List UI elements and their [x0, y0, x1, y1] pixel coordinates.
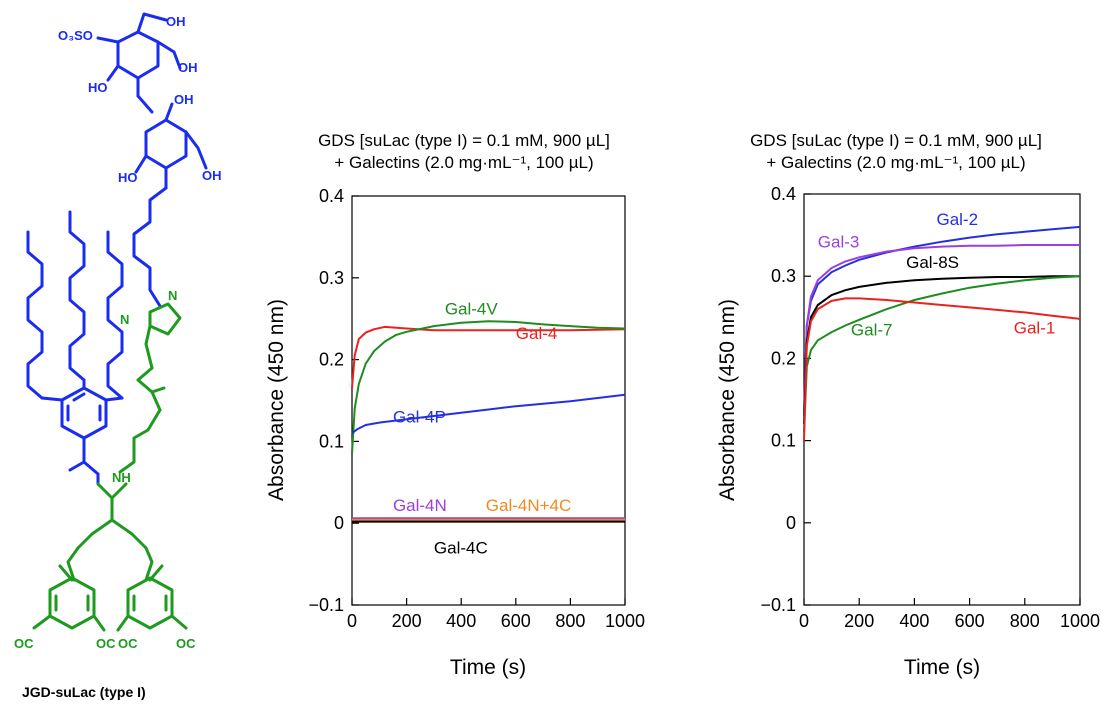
- series-label-gal-1: Gal-1: [1014, 319, 1056, 338]
- series-label-gal-7: Gal-7: [851, 320, 893, 339]
- series-line-gal-7: [803, 275, 1081, 433]
- chart1-series-labels: Gal-4 Gal-4V Gal-4P Gal-4N Gal-4N+4C Gal-4C: [393, 300, 571, 558]
- series-label-gal-3: Gal-3: [818, 232, 860, 251]
- chart1-title-line1: GDS [suLac (type I) = 0.1 mM, 900 µL]: [318, 131, 610, 150]
- y-tick-label: 0.4: [319, 186, 344, 206]
- x-tick-label: 1000: [1060, 611, 1100, 631]
- triazole-n-label-2: N: [168, 288, 177, 303]
- ho-label-1: HO: [88, 80, 108, 95]
- y-tick-label: 0.3: [319, 268, 344, 288]
- y-tick-label: −0.1: [760, 595, 796, 615]
- nh-label: NH: [112, 470, 131, 485]
- chart1-title-line2: + Galectins (2.0 mg·mL⁻¹, 100 µL): [334, 153, 593, 172]
- chart-galectin-family: GDS [suLac (type I) = 0.1 mM, 900 µL] + …: [716, 131, 1100, 679]
- x-tick-label: 200: [844, 611, 874, 631]
- series-line-gal-1: [803, 297, 1081, 441]
- molecule-structure: O₃SO OH OH HO OH OH HO N N NH OC OC OC O…: [14, 12, 222, 700]
- x-tick-label: 200: [392, 611, 422, 631]
- y-tick-label: 0.4: [771, 184, 796, 204]
- x-tick-label: 0: [347, 611, 357, 631]
- y-tick-label: 0: [334, 513, 344, 533]
- oh-label-4: OH: [202, 168, 222, 183]
- series-label-gal-4: Gal-4: [516, 324, 558, 343]
- series-label-gal-2: Gal-2: [936, 210, 978, 229]
- oh-label-1: OH: [166, 14, 186, 29]
- chart2-x-axis-label: Time (s): [904, 656, 980, 679]
- series-line-gal-3: [803, 244, 1080, 416]
- series-label-gal-4c: Gal-4C: [434, 538, 488, 557]
- series-label-gal-4p: Gal-4P: [393, 408, 446, 427]
- alkoxy-label-3: OC: [118, 636, 138, 651]
- chart1-x-axis-label: Time (s): [450, 656, 526, 679]
- series-label-gal-8s: Gal-8S: [906, 253, 959, 272]
- chart2-y-axis-label: Absorbance (450 nm): [716, 299, 739, 501]
- series-line-gal-8s: [803, 275, 1080, 425]
- chart2-ticks: 0 200 400 600 800 1000−0.100.10.20.30.4: [760, 184, 1100, 631]
- x-tick-label: 600: [501, 611, 531, 631]
- sugar-moiety: [26, 12, 208, 486]
- x-tick-label: 1000: [605, 611, 645, 631]
- chart1-plot-frame: [351, 195, 626, 606]
- chart-galectin-4-variants: GDS [suLac (type I) = 0.1 mM, 900 µL] + …: [265, 131, 645, 679]
- chart1-y-axis-label: Absorbance (450 nm): [265, 299, 288, 501]
- y-tick-label: 0.2: [319, 350, 344, 370]
- series-label-gal-4n-4c: Gal-4N+4C: [486, 496, 572, 515]
- x-tick-label: 400: [446, 611, 476, 631]
- x-tick-label: 400: [899, 611, 929, 631]
- linker-moiety: [32, 302, 188, 632]
- chart1-ticks: 0 200 400 600 800 1000−0.100.10.20.30.4: [308, 186, 645, 631]
- oh-label-2: OH: [178, 60, 198, 75]
- y-tick-label: −0.1: [308, 595, 344, 615]
- sugar-labels: O₃SO OH OH HO OH OH HO: [58, 14, 222, 185]
- triazole-n-label-1: N: [120, 312, 129, 327]
- alkoxy-label-2: OC: [96, 636, 116, 651]
- ho-label-2: HO: [118, 170, 138, 185]
- linker-labels: N N NH OC OC OC OC: [14, 288, 196, 651]
- y-tick-label: 0: [786, 513, 796, 533]
- x-tick-label: 0: [799, 611, 809, 631]
- oh-label-3: OH: [174, 92, 194, 107]
- chart2-title-line2: + Galectins (2.0 mg·mL⁻¹, 100 µL): [766, 153, 1025, 172]
- y-tick-label: 0.3: [771, 266, 796, 286]
- sulfate-label: O₃SO: [58, 28, 93, 43]
- y-tick-label: 0.1: [319, 431, 344, 451]
- chart2-series: [803, 225, 1081, 441]
- chart2-title-line1: GDS [suLac (type I) = 0.1 mM, 900 µL]: [750, 131, 1042, 150]
- x-tick-label: 600: [955, 611, 985, 631]
- series-line-gal-4p: [351, 393, 626, 435]
- x-tick-label: 800: [555, 611, 585, 631]
- chart1-series: [351, 320, 626, 523]
- series-line-gal-4v: [351, 320, 626, 454]
- alkoxy-label-1: OC: [14, 636, 34, 651]
- y-tick-label: 0.1: [771, 431, 796, 451]
- chart2-series-labels: Gal-2 Gal-3 Gal-8S Gal-7 Gal-1: [818, 210, 1056, 339]
- x-tick-label: 800: [1010, 611, 1040, 631]
- compound-name: JGD-suLac (type I): [22, 684, 146, 700]
- series-label-gal-4v: Gal-4V: [445, 300, 499, 319]
- y-tick-label: 0.2: [771, 348, 796, 368]
- alkoxy-label-4: OC: [176, 636, 196, 651]
- series-line-gal-4: [351, 325, 626, 389]
- series-label-gal-4n: Gal-4N: [393, 496, 447, 515]
